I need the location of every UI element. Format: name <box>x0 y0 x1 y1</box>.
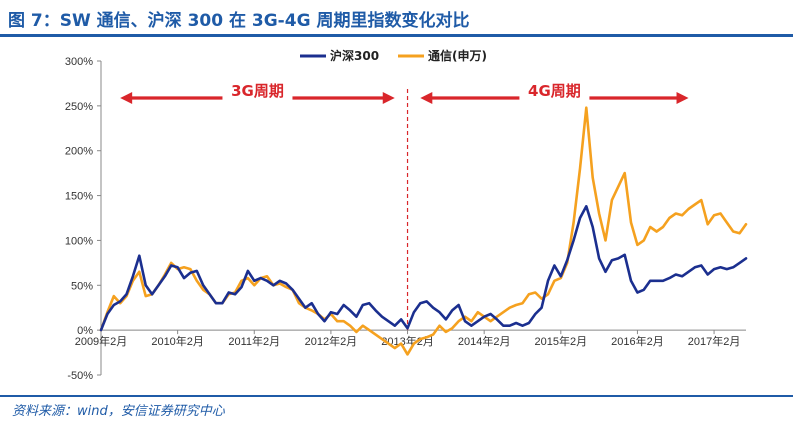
y-tick-label: 200% <box>65 146 93 158</box>
period-arrow: 3G周期 <box>120 82 395 104</box>
x-tick-label: 2014年2月 <box>458 334 511 348</box>
y-tick-label: 250% <box>65 101 93 113</box>
period-annotations: 3G周期 4G周期 <box>120 82 689 331</box>
title-divider <box>0 34 793 37</box>
period-label: 3G周期 <box>231 82 284 100</box>
figure-title: 图 7：SW 通信、沪深 300 在 3G-4G 周期里指数变化对比 <box>8 11 470 31</box>
y-axis: -50% 0% 50% 100% 150% 200% 250% 300% <box>65 56 102 382</box>
series-line-0 <box>99 205 748 332</box>
series-layer <box>99 106 748 356</box>
legend: 沪深300 通信(申万) <box>300 48 487 63</box>
period-arrow: 4G周期 <box>420 82 689 104</box>
footer-divider <box>0 395 793 397</box>
x-tick-label: 2011年2月 <box>228 334 280 348</box>
y-tick-label: 0% <box>77 325 93 337</box>
x-tick-label: 2012年2月 <box>305 334 358 348</box>
line-chart: -50% 0% 50% 100% 150% 200% 250% 300% 2009年2月 201… <box>65 48 748 382</box>
x-tick-label: 2009年2月 <box>75 334 128 348</box>
y-tick-label: -50% <box>67 370 93 382</box>
y-tick-label: 100% <box>65 235 93 247</box>
x-axis: 2009年2月 2010年2月 2011年2月 2012年2月 2013年2月 2014年… <box>75 329 746 348</box>
x-tick-label: 2016年2月 <box>611 334 664 348</box>
series-line-1 <box>99 106 748 356</box>
y-tick-label: 300% <box>65 56 93 68</box>
x-tick-label: 2010年2月 <box>151 334 204 348</box>
legend-label: 沪深300 <box>330 48 379 63</box>
source-note: 资料来源：wind，安信证券研究中心 <box>12 404 225 419</box>
y-tick-label: 150% <box>65 191 93 203</box>
x-tick-label: 2017年2月 <box>688 334 741 348</box>
y-tick-label: 50% <box>71 280 93 292</box>
period-label: 4G周期 <box>528 82 581 100</box>
legend-label: 通信(申万) <box>428 48 487 63</box>
x-tick-label: 2015年2月 <box>535 334 588 348</box>
